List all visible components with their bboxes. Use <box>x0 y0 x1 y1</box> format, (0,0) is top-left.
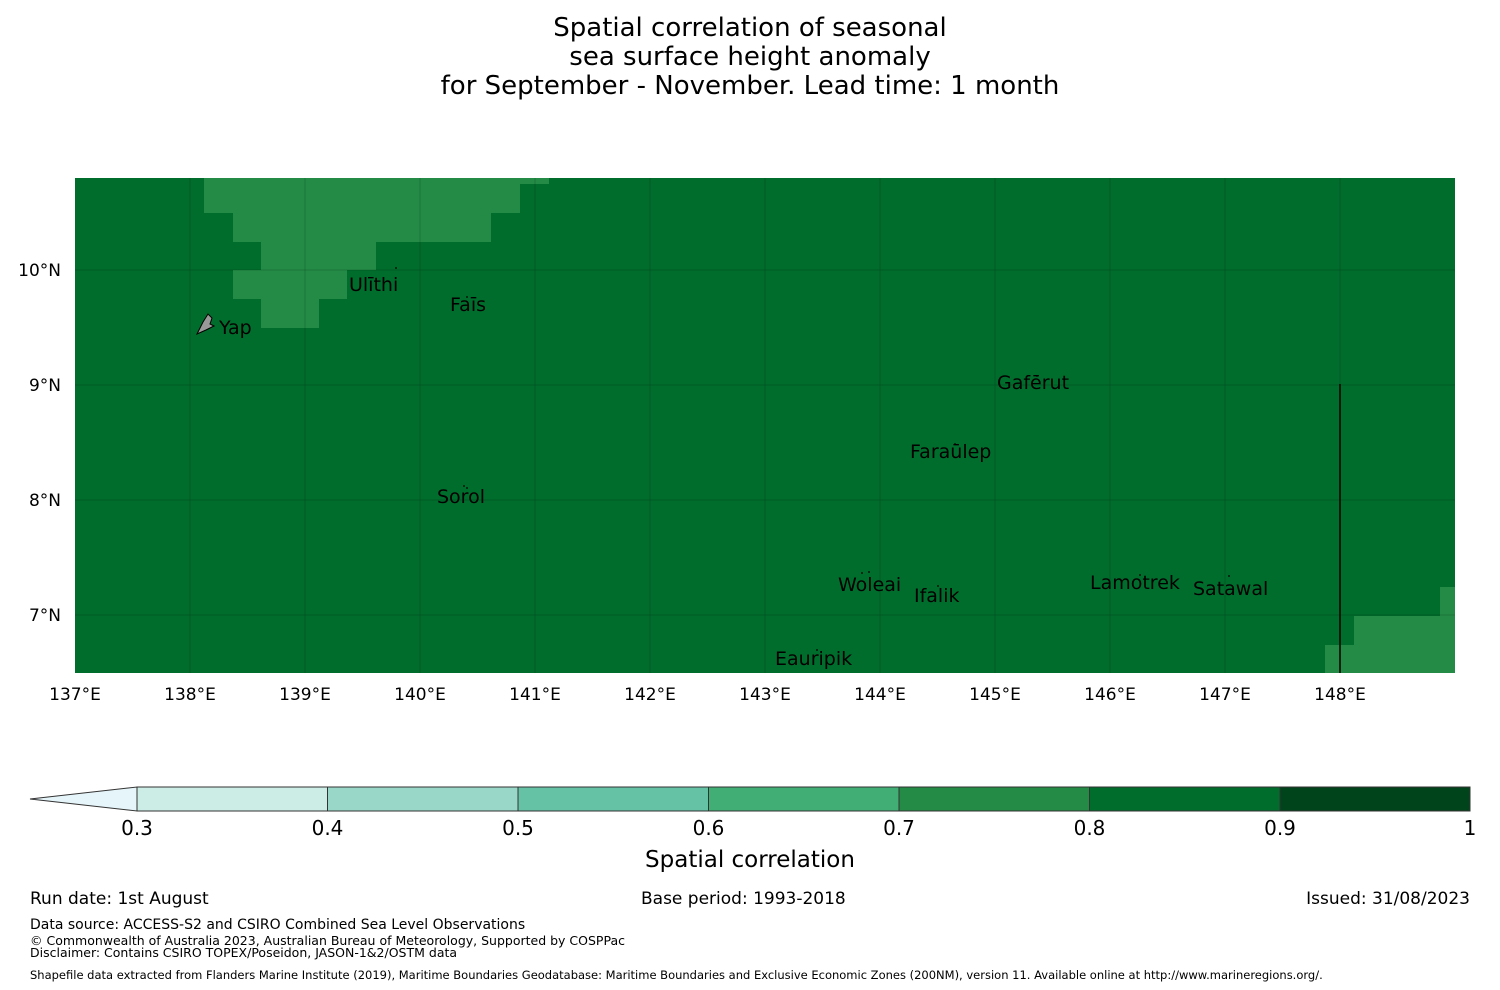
title-line-1: Spatial correlation of seasonal <box>553 13 947 43</box>
place-label-ulithi: Ulīthi <box>349 274 398 296</box>
run-date: Run date: 1st August <box>30 889 209 909</box>
x-tick-label: 141°E <box>509 685 561 705</box>
x-tick-label: 144°E <box>854 685 906 705</box>
disclaimer: Disclaimer: Contains CSIRO TOPEX/Poseido… <box>30 945 458 960</box>
colorbar-segment <box>327 786 519 812</box>
x-tick-label: 147°E <box>1199 685 1251 705</box>
x-axis-ticks: 137°E 138°E 139°E 140°E 141°E 142°E 143°… <box>49 685 1366 705</box>
x-tick-label: 142°E <box>624 685 676 705</box>
place-label-eauripik: Eauripik <box>775 648 852 670</box>
colorbar-tick-label: 0.4 <box>312 816 344 840</box>
place-labels: Ulīthi Faīs Yap Gafērut Faraūlep Sorol W… <box>218 274 1268 670</box>
colorbar-segment <box>1089 786 1281 812</box>
place-label-ifalik: Ifalik <box>914 585 960 607</box>
place-label-woleai: Woleai <box>838 574 901 596</box>
place-label-satawal: Satawal <box>1193 578 1268 600</box>
x-tick-label: 148°E <box>1314 685 1366 705</box>
issued-date: Issued: 31/08/2023 <box>1306 889 1470 909</box>
x-tick-label: 145°E <box>969 685 1021 705</box>
colorbar-label: Spatial correlation <box>645 847 855 873</box>
colorbar-segment <box>517 786 709 812</box>
x-tick-label: 140°E <box>394 685 446 705</box>
colorbar-segment <box>136 786 328 812</box>
colorbar-ticks: 0.3 0.4 0.5 0.6 0.7 0.8 0.9 1 <box>121 816 1476 840</box>
y-axis-ticks: 10°N 9°N 8°N 7°N <box>18 261 61 626</box>
colorbar-tick-label: 0.5 <box>502 816 534 840</box>
yap-island <box>195 313 216 336</box>
place-label-faraulep: Faraūlep <box>910 441 991 463</box>
y-tick-label: 7°N <box>29 606 61 626</box>
colorbar: 0.3 0.4 0.5 0.6 0.7 0.8 0.9 1 <box>29 786 1476 840</box>
place-label-sorol: Sorol <box>437 486 485 508</box>
x-tick-label: 139°E <box>279 685 331 705</box>
colorbar-tick-label: 0.3 <box>121 816 153 840</box>
colorbar-extend-triangle <box>29 786 138 812</box>
place-label-fais: Faīs <box>450 294 486 316</box>
place-label-gaferut: Gafērut <box>997 372 1069 394</box>
colorbar-tick-label: 0.9 <box>1264 816 1296 840</box>
y-tick-label: 8°N <box>29 491 61 511</box>
colorbar-tick-label: 0.8 <box>1074 816 1106 840</box>
y-tick-label: 9°N <box>29 376 61 396</box>
map-panel: Ulīthi Faīs Yap Gafērut Faraūlep Sorol W… <box>75 178 1455 673</box>
colorbar-tick-label: 0.7 <box>883 816 915 840</box>
x-tick-label: 138°E <box>164 685 216 705</box>
colorbar-segment <box>1279 786 1471 812</box>
data-source: Data source: ACCESS-S2 and CSIRO Combine… <box>30 917 526 933</box>
place-label-yap: Yap <box>218 317 252 339</box>
copyright: © Commonwealth of Australia 2023, Austra… <box>30 933 625 948</box>
y-tick-label: 10°N <box>18 261 61 281</box>
title-line-2: sea surface height anomaly <box>569 42 931 72</box>
island-dots <box>395 267 1230 651</box>
colorbar-tick-label: 0.6 <box>693 816 725 840</box>
colorbar-segment <box>708 786 900 812</box>
title-line-3: for September - November. Lead time: 1 m… <box>440 71 1060 101</box>
colorbar-segment <box>898 786 1090 812</box>
base-period: Base period: 1993-2018 <box>641 889 846 909</box>
x-tick-label: 143°E <box>739 685 791 705</box>
colorbar-tick-label: 1 <box>1464 816 1477 840</box>
correlation-region-north <box>204 178 549 328</box>
shapefile-credit: Shapefile data extracted from Flanders M… <box>30 968 1323 982</box>
chart-title: Spatial correlation of seasonal sea surf… <box>0 14 1500 101</box>
correlation-region-southeast <box>1325 587 1455 673</box>
place-label-lamotrek: Lamotrek <box>1090 572 1180 594</box>
x-tick-label: 137°E <box>49 685 101 705</box>
x-tick-label: 146°E <box>1084 685 1136 705</box>
